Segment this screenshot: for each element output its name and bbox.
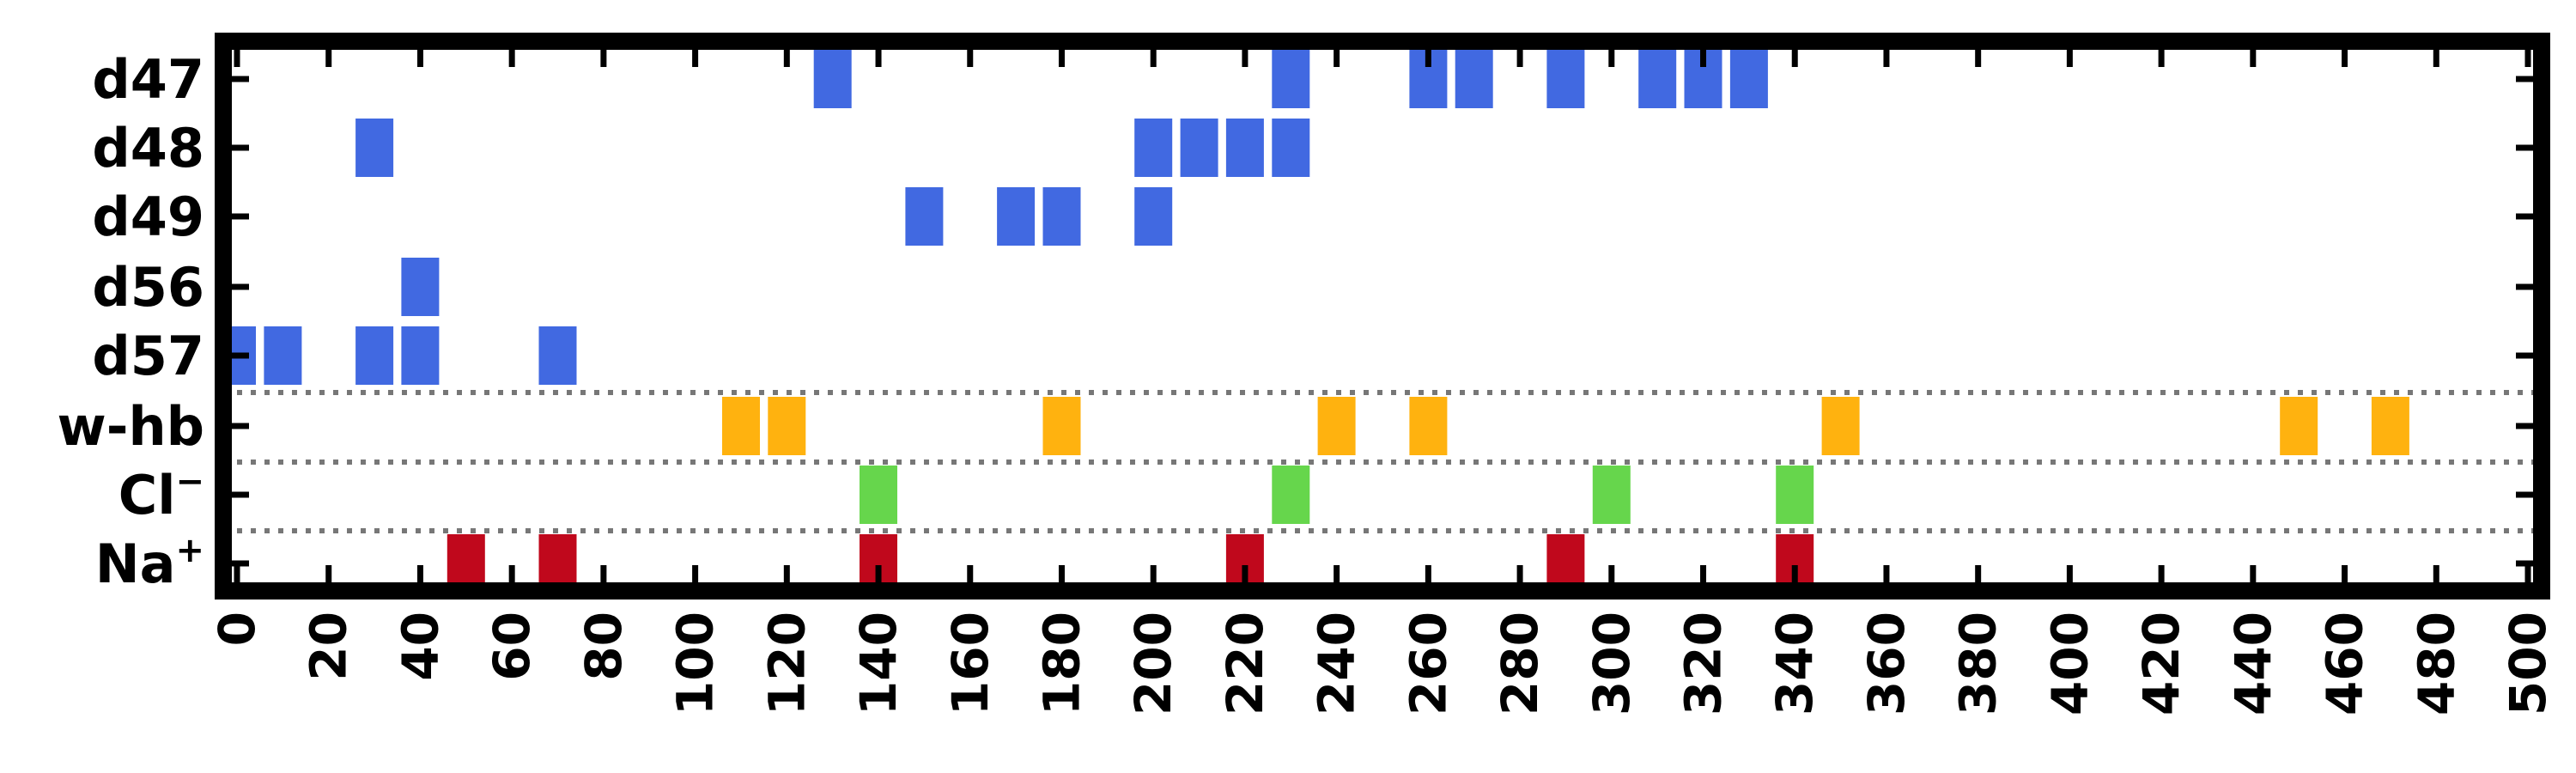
- x-tick-label-400: 400: [2040, 612, 2099, 715]
- event-mark-w-hb-0: [722, 397, 760, 455]
- event-mark-cl--3: [1776, 466, 1814, 524]
- event-mark-d56-0: [401, 258, 440, 316]
- event-mark-w-hb-7: [2371, 397, 2409, 455]
- event-mark-cl--2: [1592, 466, 1631, 524]
- row-separators: [223, 390, 2542, 533]
- axis-ticks: [223, 41, 2542, 591]
- y-tick-label-cl-: Cl−: [118, 462, 204, 526]
- x-tick-label-320: 320: [1674, 612, 1733, 715]
- x-tick-label-440: 440: [2224, 612, 2282, 715]
- y-tick-label-d49: d49: [92, 186, 204, 248]
- event-mark-d47-1: [1272, 50, 1310, 108]
- event-mark-d47-3: [1455, 50, 1493, 108]
- event-mark-d57-1: [264, 326, 302, 385]
- x-tick-label-220: 220: [1216, 612, 1274, 715]
- x-tick-label-280: 280: [1491, 612, 1549, 715]
- event-mark-d48-0: [355, 119, 394, 177]
- event-marks: [218, 50, 2409, 593]
- event-mark-d57-3: [401, 326, 440, 385]
- x-tick-label-20: 20: [300, 612, 358, 681]
- x-tick-label-160: 160: [941, 612, 999, 715]
- x-tick-label-500: 500: [2499, 612, 2557, 715]
- event-mark-w-hb-5: [1821, 397, 1860, 455]
- y-tick-label-na+: Na+: [95, 531, 204, 595]
- x-tick-label-300: 300: [1583, 612, 1641, 715]
- event-mark-cl--0: [860, 466, 897, 524]
- x-tick-label-60: 60: [483, 612, 541, 681]
- y-tick-label-d57: d57: [92, 325, 204, 387]
- event-mark-d48-4: [1272, 119, 1310, 177]
- event-mark-d48-3: [1225, 119, 1264, 177]
- x-tick-label-380: 380: [1949, 612, 2008, 715]
- y-tick-label-d48: d48: [92, 117, 204, 180]
- x-tick-label-100: 100: [666, 612, 725, 715]
- y-tick-label-d56: d56: [92, 256, 204, 319]
- x-tick-label-420: 420: [2132, 612, 2190, 715]
- event-mark-w-hb-1: [768, 397, 806, 455]
- x-tick-label-140: 140: [849, 612, 908, 715]
- x-tick-label-240: 240: [1308, 612, 1366, 715]
- x-tick-label-460: 460: [2316, 612, 2374, 715]
- x-tick-label-0: 0: [208, 612, 266, 646]
- x-tick-label-80: 80: [574, 612, 633, 681]
- event-mark-d48-1: [1134, 119, 1173, 177]
- y-tick-label-w-hb: w-hb: [57, 395, 204, 458]
- event-mark-d57-4: [538, 326, 577, 385]
- plot-frame: [215, 33, 2550, 600]
- x-tick-label-360: 360: [1857, 612, 1916, 715]
- event-mark-d49-3: [1134, 187, 1173, 246]
- event-mark-w-hb-3: [1317, 397, 1356, 455]
- x-tick-label-480: 480: [2407, 612, 2465, 715]
- event-mark-d49-0: [905, 187, 944, 246]
- event-mark-w-hb-2: [1042, 397, 1081, 455]
- x-tick-label-120: 120: [757, 612, 816, 715]
- event-mark-d47-5: [1638, 50, 1677, 108]
- x-tick-label-40: 40: [391, 612, 449, 681]
- event-mark-d49-1: [997, 187, 1036, 246]
- event-mark-d48-2: [1180, 119, 1218, 177]
- x-tick-label-180: 180: [1032, 612, 1091, 715]
- event-mark-d47-7: [1729, 50, 1768, 108]
- event-mark-d47-4: [1546, 50, 1585, 108]
- event-mark-cl--1: [1272, 466, 1310, 524]
- x-axis-labels: 0 20 40 60 80 100 120 140 160 180 200 220 240 260 280 3…: [208, 612, 2557, 715]
- event-mark-w-hb-4: [1409, 397, 1448, 455]
- event-mark-d47-0: [813, 50, 852, 108]
- event-mark-d49-2: [1042, 187, 1081, 246]
- x-tick-label-340: 340: [1765, 612, 1824, 715]
- event-mark-w-hb-6: [2280, 397, 2318, 455]
- y-tick-label-d47: d47: [92, 48, 204, 111]
- x-tick-label-260: 260: [1399, 612, 1457, 715]
- x-tick-label-200: 200: [1124, 612, 1182, 715]
- event-mark-d57-2: [355, 326, 394, 385]
